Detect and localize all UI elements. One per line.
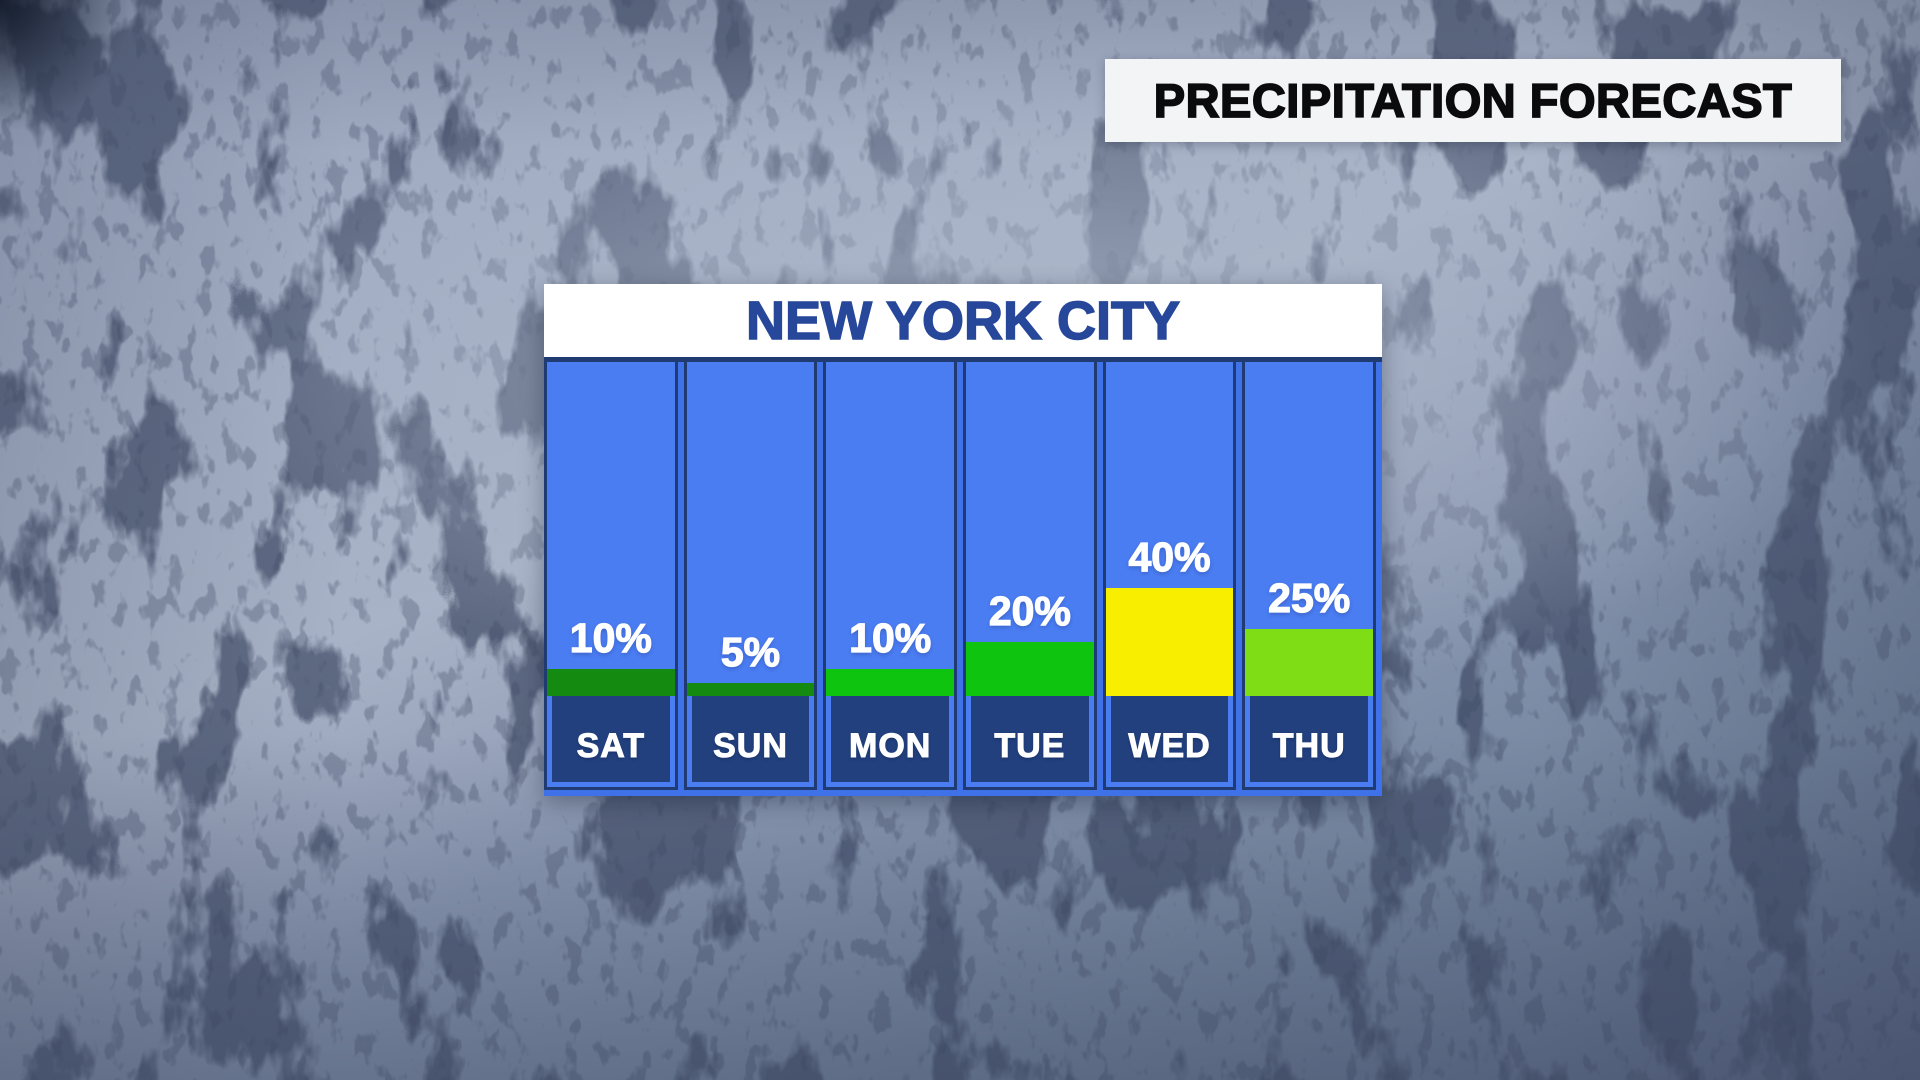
day-label-box: MON [831,696,950,782]
day-label-box: THU [1250,696,1369,782]
percent-label: 10% [849,614,932,661]
city-name: NEW YORK CITY [745,290,1181,352]
sky-area: 40% [1105,362,1234,588]
sky-area: 20% [966,362,1094,642]
chart-columns: 10% SAT 5% SUN 10% MON 20% TUE [544,362,1382,796]
percent-label: 5% [720,628,781,675]
forecast-column: 20% TUE [963,362,1097,790]
day-label-box: TUE [971,696,1089,782]
chart-header: NEW YORK CITY [544,284,1382,362]
day-label-box: SUN [691,696,810,782]
sky-area: 10% [826,362,955,669]
page-title: PRECIPITATION FORECAST [1153,73,1793,128]
precipitation-chart: NEW YORK CITY 10% SAT 5% SUN 10% MON 20% [544,284,1382,796]
precip-bar [966,642,1094,696]
day-label-box: WED [1110,696,1229,782]
sky-area: 25% [1245,362,1374,629]
day-label: THU [1272,726,1346,765]
day-label: TUE [994,726,1066,765]
percent-label: 40% [1128,533,1211,580]
percent-label: 25% [1268,574,1351,621]
day-label: SAT [576,726,646,765]
percent-label: 10% [569,614,652,661]
title-banner: PRECIPITATION FORECAST [1105,59,1841,142]
day-label: MON [849,726,932,765]
precip-bar [547,669,675,696]
forecast-column: 25% THU [1242,362,1377,790]
forecast-column: 40% WED [1102,362,1237,790]
day-label: WED [1128,726,1211,765]
precip-bar [1105,588,1234,696]
forecast-column: 5% SUN [683,362,818,790]
sky-area: 5% [686,362,815,683]
forecast-column: 10% SAT [544,362,678,790]
precip-bar [826,669,955,696]
precip-bar [686,682,815,696]
day-label: SUN [713,726,788,765]
day-label-box: SAT [552,696,670,782]
percent-label: 20% [988,587,1071,634]
forecast-column: 10% MON [823,362,958,790]
sky-area: 10% [547,362,675,669]
precip-bar [1245,628,1374,696]
